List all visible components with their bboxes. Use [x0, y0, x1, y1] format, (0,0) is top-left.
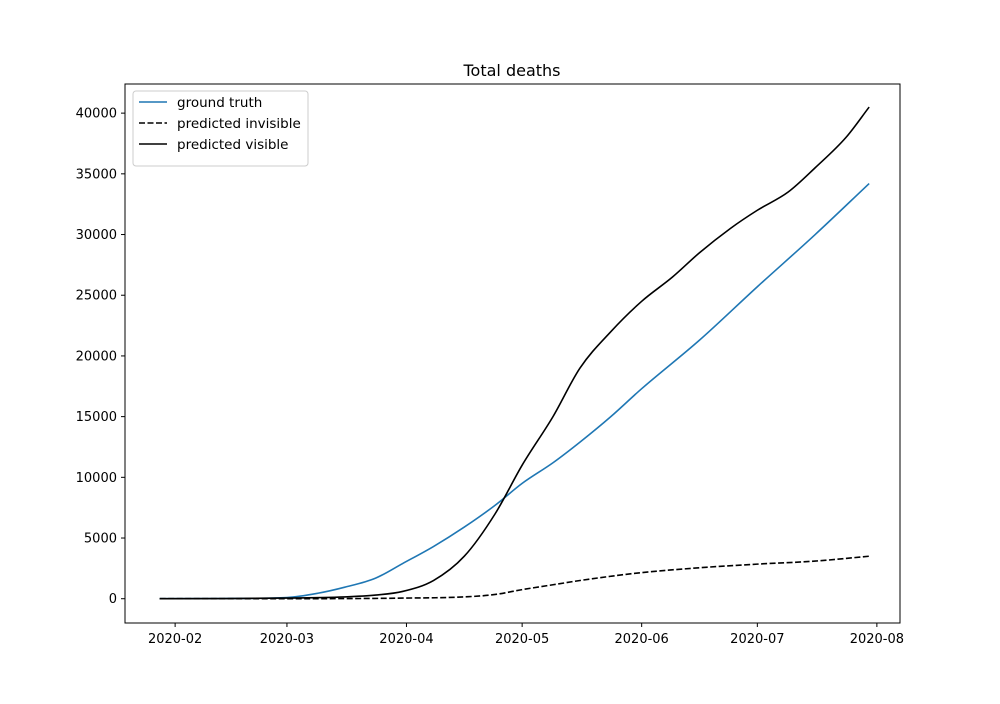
- y-tick-label: 5000: [84, 532, 117, 547]
- x-tick-label: 2020-07: [730, 632, 784, 647]
- legend: ground truth predicted invisible predicted…: [132, 90, 309, 167]
- series-layer: [159, 106, 870, 600]
- y-tick-label: 35000: [76, 167, 117, 182]
- series-line-predicted-invisible: [159, 555, 870, 600]
- legend-label: ground truth: [177, 95, 262, 111]
- y-tick-label: 20000: [76, 349, 117, 364]
- y-tick-label: 15000: [76, 410, 117, 425]
- plot-frame: [124, 83, 901, 624]
- y-tick-label: 40000: [76, 107, 117, 122]
- series-line-predicted-visible: [159, 106, 870, 600]
- x-tick-label: 2020-04: [379, 632, 433, 647]
- chart-title: Total deaths: [462, 61, 560, 80]
- x-tick-label: 2020-03: [260, 632, 314, 647]
- y-axis: 0 5000 10000 15000 20000 25000 30000 35000 40000: [76, 107, 125, 607]
- legend-box: [132, 90, 309, 167]
- y-tick-label: 10000: [76, 471, 117, 486]
- x-tick-label: 2020-06: [615, 632, 669, 647]
- x-axis: 2020-02 2020-03 2020-04 2020-05 2020-06 2020-…: [148, 623, 904, 647]
- y-tick-label: 30000: [76, 228, 117, 243]
- y-tick-label: 25000: [76, 289, 117, 304]
- x-tick-label: 2020-05: [495, 632, 549, 647]
- x-tick-label: 2020-08: [850, 632, 904, 647]
- legend-label: predicted visible: [177, 137, 288, 153]
- x-tick-label: 2020-02: [148, 632, 202, 647]
- series-line-ground-truth: [159, 182, 870, 600]
- legend-label: predicted invisible: [177, 116, 301, 132]
- y-tick-label: 0: [109, 592, 117, 607]
